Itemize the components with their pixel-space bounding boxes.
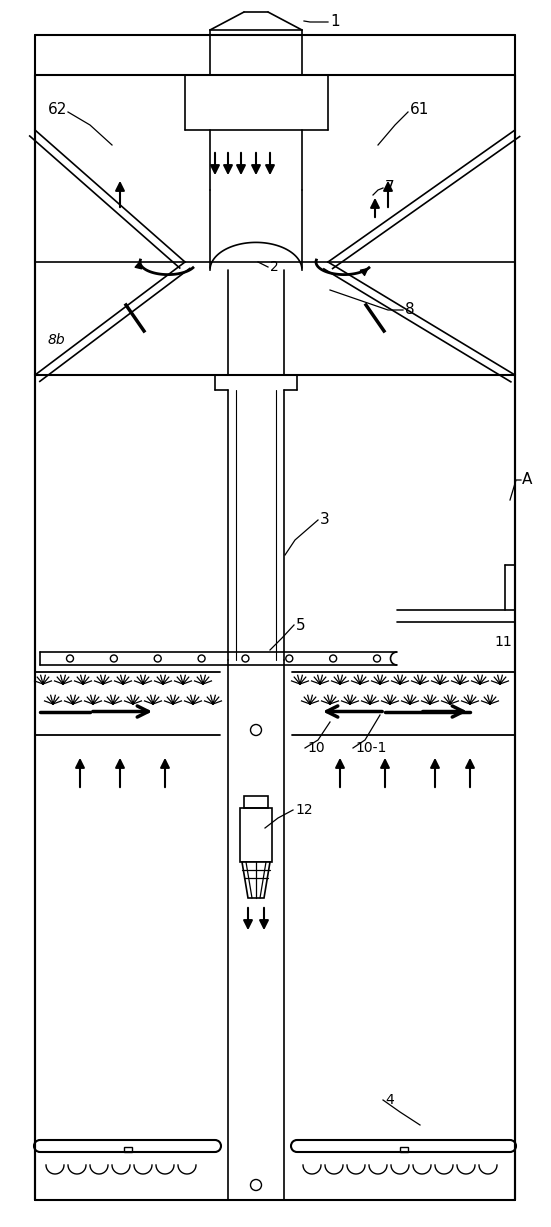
Circle shape	[242, 655, 249, 663]
Text: A: A	[522, 472, 532, 487]
Circle shape	[286, 655, 293, 663]
Bar	[399, 1147, 408, 1152]
Text: 7: 7	[385, 180, 395, 195]
Bar	[123, 1147, 132, 1152]
Text: 4: 4	[385, 1093, 394, 1107]
Text: 62: 62	[48, 103, 67, 118]
Text: 61: 61	[410, 103, 429, 118]
Circle shape	[67, 655, 73, 663]
Text: 8b: 8b	[48, 333, 66, 347]
Circle shape	[198, 655, 205, 663]
Circle shape	[251, 724, 262, 735]
Polygon shape	[242, 863, 270, 898]
Text: 8: 8	[405, 303, 414, 318]
Text: 10: 10	[307, 741, 325, 755]
Circle shape	[329, 655, 337, 663]
Bar	[240, 809, 272, 863]
Circle shape	[374, 655, 381, 663]
Text: 12: 12	[295, 802, 312, 817]
Circle shape	[154, 655, 161, 663]
Circle shape	[110, 655, 117, 663]
Text: 2: 2	[270, 260, 279, 274]
Circle shape	[251, 1179, 262, 1190]
Text: 11: 11	[494, 636, 512, 649]
Text: 3: 3	[320, 513, 329, 528]
Text: 1: 1	[330, 15, 339, 29]
Text: 10-1: 10-1	[355, 741, 386, 755]
Text: 5: 5	[296, 617, 306, 632]
Bar	[244, 796, 268, 809]
